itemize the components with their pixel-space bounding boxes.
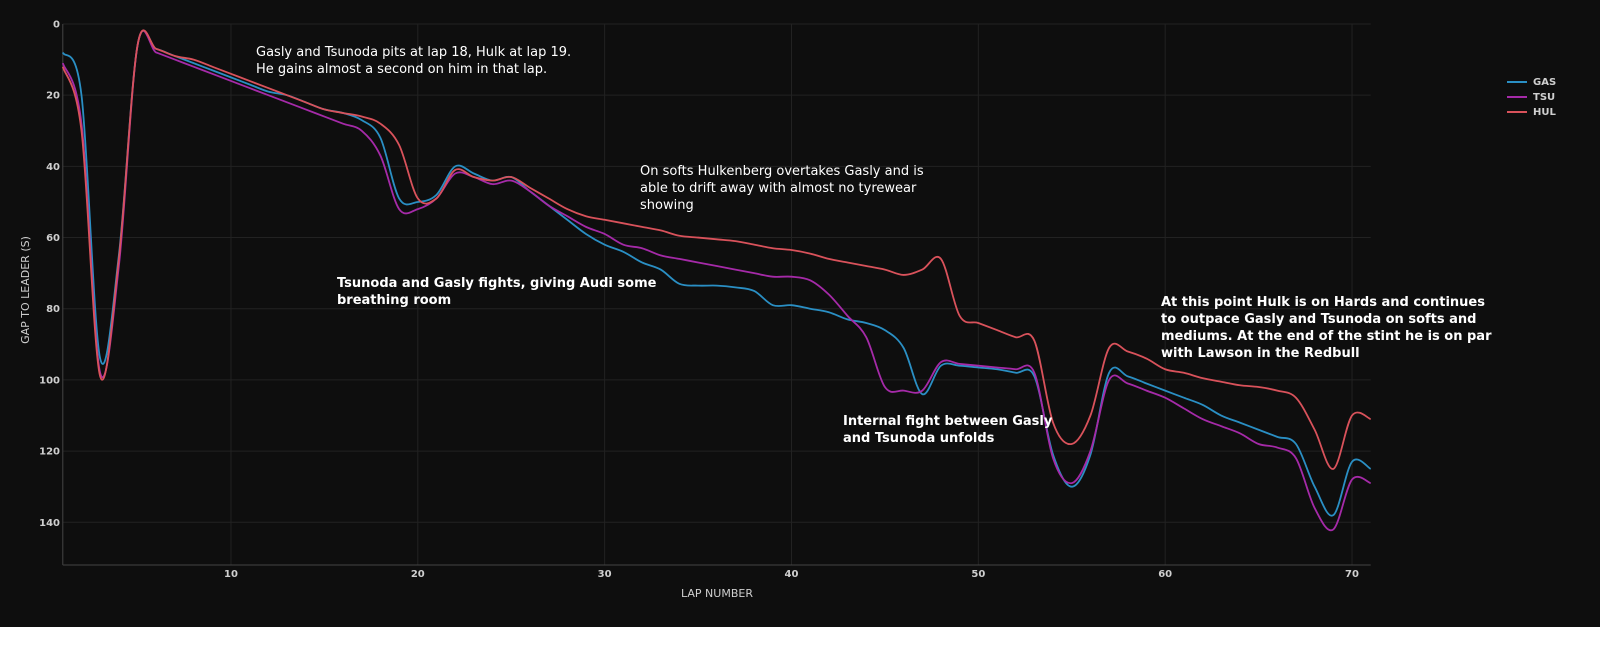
x-tick-label: 50 (971, 569, 985, 580)
legend-label: GAS (1533, 77, 1556, 88)
x-tick-label: 30 (598, 569, 612, 580)
y-tick-label: 20 (46, 91, 60, 102)
annotation: Gasly and Tsunoda pits at lap 18, Hulk a… (256, 45, 571, 60)
y-tick-label: 140 (39, 518, 60, 529)
annotation: mediums. At the end of the stint he is o… (1161, 329, 1492, 344)
legend-label: TSU (1533, 92, 1555, 103)
annotation: to outpace Gasly and Tsunoda on softs an… (1161, 312, 1476, 327)
x-tick-label: 20 (411, 569, 425, 580)
annotation: able to drift away with almost no tyrewe… (640, 181, 917, 196)
line-series (61, 29, 1372, 517)
annotation: with Lawson in the Redbull (1161, 346, 1360, 361)
x-tick-label: 10 (224, 569, 238, 580)
annotation: Tsunoda and Gasly fights, giving Audi so… (337, 276, 657, 291)
annotation: At this point Hulk is on Hards and conti… (1161, 295, 1485, 310)
annotation: showing (640, 198, 694, 213)
line-series (61, 29, 1372, 470)
y-tick-label: 0 (53, 20, 60, 31)
y-tick-label: 100 (39, 375, 60, 386)
x-tick-label: 70 (1345, 569, 1359, 580)
annotation: breathing room (337, 293, 451, 308)
y-tick-label: 120 (39, 447, 60, 458)
y-tick-label: 60 (46, 233, 60, 244)
y-axis-title: GAP TO LEADER (S) (19, 236, 32, 344)
annotation: and Tsunoda unfolds (843, 431, 995, 446)
annotation: Internal fight between Gasly (843, 414, 1053, 429)
y-tick-label: 40 (46, 162, 60, 173)
x-tick-label: 60 (1158, 569, 1172, 580)
line-series (61, 29, 1372, 532)
y-tick-label: 80 (46, 304, 60, 315)
annotation: On softs Hulkenberg overtakes Gasly and … (640, 164, 924, 179)
annotation: He gains almost a second on him in that … (256, 62, 547, 77)
x-axis-title: LAP NUMBER (681, 587, 753, 600)
x-tick-label: 40 (785, 569, 799, 580)
legend-label: HUL (1533, 107, 1556, 118)
